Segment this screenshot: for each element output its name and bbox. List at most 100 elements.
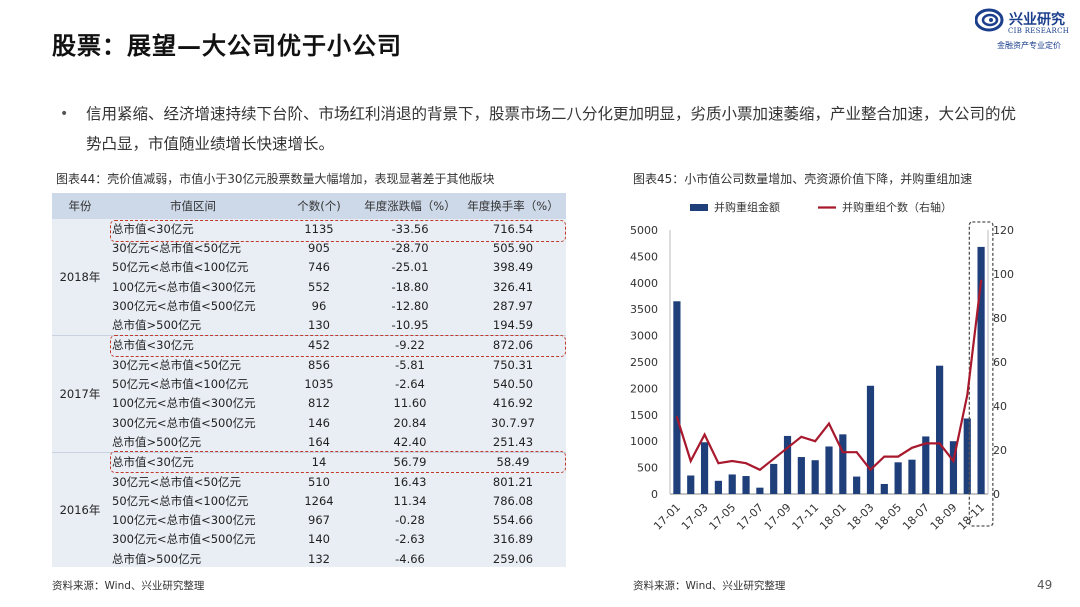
bar (839, 434, 847, 494)
table-row: 总市值>500亿元 164 42.40 251.43 (52, 432, 566, 452)
range-cell: 30亿元<总市值<50亿元 (112, 474, 242, 489)
cib-logo-icon (975, 8, 1004, 32)
x-tick-label: 18-01 (817, 501, 849, 533)
change-cell: -12.80 (391, 298, 429, 313)
header-count: 个数(个) (278, 193, 360, 219)
range-cell: 30亿元<总市值<50亿元 (112, 357, 242, 372)
bar (756, 487, 764, 494)
turnover-cell: 416.92 (492, 396, 534, 411)
line-point (869, 468, 872, 471)
line-point (689, 460, 692, 462)
table-row: 100亿元<总市值<300亿元 552 -18.80 326.41 (52, 277, 566, 296)
change-cell: -0.28 (395, 513, 425, 528)
table-row: 300亿元<总市值<500亿元 140 -2.63 316.89 (52, 530, 566, 549)
logo-sub-text: 金融资产专业定价 (997, 41, 1061, 50)
y-right-tick-label: 0 (993, 488, 1000, 501)
bar (825, 446, 833, 494)
line-point (717, 462, 720, 465)
count-cell: 905 (308, 240, 330, 255)
year-cell: 2017年 (52, 334, 108, 453)
table-row: 100亿元<总市值<300亿元 967 -0.28 554.66 (52, 510, 566, 529)
line-point (703, 433, 706, 436)
y-left-tick-label: 500 (637, 462, 658, 475)
year-cell: 2016年 (52, 451, 108, 569)
turnover-cell: 716.54 (492, 221, 534, 236)
turnover-cell: 251.43 (492, 434, 534, 449)
table-row: 300亿元<总市值<500亿元 146 20.84 30.7.97 (52, 413, 566, 432)
table-row: 30亿元<总市值<50亿元 510 16.43 801.21 (52, 472, 566, 491)
x-tick-label: 18-07 (900, 501, 932, 533)
x-tick-label: 18-09 (928, 501, 960, 533)
y-left-tick-label: 4000 (630, 277, 658, 290)
table-row: 总市值>500亿元 130 -10.95 194.59 (52, 315, 566, 335)
turnover-cell: 259.06 (492, 551, 534, 566)
line-point (966, 394, 969, 396)
range-cell: 总市值<30亿元 (108, 451, 278, 472)
line-point (675, 416, 678, 418)
y-right-tick-label: 120 (993, 224, 1014, 237)
legend-line-label: 并购重组个数（右轴） (842, 200, 952, 214)
change-cell: 42.40 (393, 434, 427, 449)
legend-bar-label: 并购重组金额 (714, 200, 780, 214)
change-cell: -18.80 (391, 279, 429, 294)
count-cell: 130 (308, 318, 330, 333)
y-left-tick-label: 5000 (630, 224, 658, 237)
change-cell: -10.95 (391, 318, 429, 333)
turnover-cell: 505.90 (492, 240, 534, 255)
x-tick-label: 17-09 (762, 501, 794, 533)
turnover-cell: 398.49 (492, 260, 534, 275)
count-cell: 140 (308, 532, 330, 547)
y-right-tick-label: 60 (993, 356, 1007, 369)
table-row: 300亿元<总市值<500亿元 96 -12.80 287.97 (52, 296, 566, 315)
turnover-cell: 58.49 (460, 451, 566, 472)
range-cell: 300亿元<总市值<500亿元 (112, 415, 256, 430)
count-cell: 812 (308, 396, 330, 411)
change-cell: -28.70 (391, 240, 429, 255)
range-cell: 100亿元<总市值<300亿元 (112, 279, 256, 294)
count-cell: 510 (308, 474, 330, 489)
year-cell: 2018年 (59, 269, 101, 284)
turnover-cell: 750.31 (492, 357, 534, 372)
y-left-tick-label: 2000 (630, 382, 658, 395)
count-cell: 146 (308, 415, 330, 430)
y-right-tick-label: 20 (993, 444, 1007, 457)
turnover-cell: 786.08 (492, 493, 534, 508)
change-cell: -33.56 (391, 221, 429, 236)
line-point (731, 460, 734, 462)
turnover-cell: 554.66 (492, 513, 534, 528)
change-cell: 11.60 (393, 396, 427, 411)
change-cell: 11.34 (393, 493, 427, 508)
highlight-2016-small (110, 451, 566, 473)
bar (853, 476, 861, 494)
bar (811, 460, 819, 494)
table-row: 总市值>500亿元 132 -4.66 259.06 (52, 549, 566, 568)
x-tick-label: 18-05 (872, 501, 904, 533)
y-left-tick-label: 2500 (630, 356, 658, 369)
x-tick-label: 17-03 (679, 501, 711, 533)
range-cell: 总市值>500亿元 (112, 318, 202, 333)
count-cell: 1035 (304, 377, 334, 392)
count-line (675, 280, 983, 472)
count-cell: 856 (308, 357, 330, 372)
line-point (938, 442, 941, 445)
table-row: 2016年 总市值<30亿元 14 56.79 58.49 (52, 451, 566, 569)
table-row: 50亿元<总市值<100亿元 1035 -2.64 540.50 (52, 374, 566, 393)
logo-en-text: CIB RESEARCH (1008, 27, 1070, 35)
count-cell: 552 (308, 279, 330, 294)
change-cell: -25.01 (391, 260, 429, 275)
table-caption: 图表44：壳价值减弱，市值小于30亿元股票数量大幅增加，表现显著差于其他版块 (56, 172, 495, 186)
line-point (883, 455, 886, 458)
line-point (758, 468, 761, 471)
bar (673, 301, 681, 494)
y-left-tick-label: 1000 (630, 435, 658, 448)
turnover-cell: 194.59 (492, 318, 534, 333)
table-row: 50亿元<总市值<100亿元 746 -25.01 398.49 (52, 258, 566, 277)
turnover-cell: 316.89 (492, 532, 534, 547)
highlight-2017-small (110, 335, 566, 357)
bar (700, 442, 709, 494)
count-cell: 1264 (304, 493, 334, 508)
bullet-dot-icon: • (60, 106, 69, 122)
line-point (910, 446, 913, 449)
y-right-tick-label: 100 (993, 268, 1014, 281)
count-cell: 96 (311, 298, 327, 313)
